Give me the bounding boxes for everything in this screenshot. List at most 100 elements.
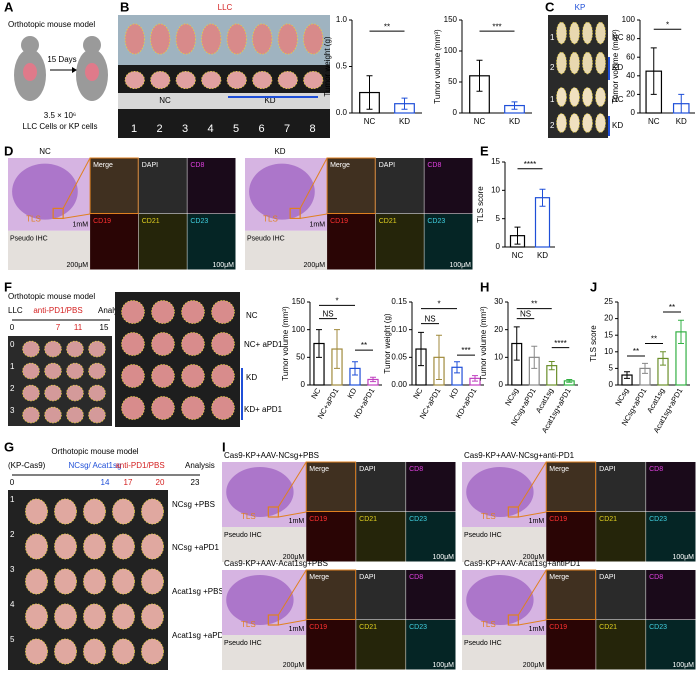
channel-label: CD8 [427,162,441,169]
error-bar [511,101,518,110]
y-tick-label: 50 [296,352,305,361]
tumor-photo [277,70,298,90]
y-tick-label: 10 [491,185,500,194]
fluorescence-image [187,158,236,214]
y-tick-label: 0.10 [391,325,407,334]
y-tick-label: 0 [496,242,501,251]
significance-label: * [437,300,440,309]
y-axis-label: Tumor volume (mm³) [433,29,442,104]
tumor-photo [181,364,205,388]
channel-label: Merge [309,466,329,473]
tls-box [267,506,279,518]
panel-letter: J [590,279,597,294]
tumor-photo [22,384,40,402]
fluorescence-image [356,512,406,562]
tissue [466,467,534,517]
label: 2 [550,63,555,72]
tumor-photo [211,396,235,420]
scale-label: 200μM [283,554,305,561]
y-tick-label: 0.0 [336,108,348,117]
tumor-photo [54,533,77,560]
condition-label: Cas9-KP+AAV-NCsg+PBS [224,451,319,460]
fluorescence-image [596,570,646,620]
channel-label: DAPI [599,466,615,473]
mouse-illustration [14,36,108,101]
tumor-photo [88,340,106,358]
tumor-photo [83,638,106,665]
fluorescence-image [326,157,376,214]
label: 15 Days [47,55,76,64]
y-tick-label: 10 [604,347,613,356]
y-axis-label: Tumor volume (mm³) [479,306,488,381]
tumor-photo [556,21,567,45]
y-axis-label: Tumor volume (mm³) [611,29,620,104]
label: Orthotopic mouse model [51,447,138,456]
fluorescence-image [305,569,357,620]
channel-label: CD8 [190,162,204,169]
y-tick-label: 80 [626,34,635,43]
label: 2 [10,384,15,393]
scale-label: 1mM [73,222,89,229]
label: LLC [218,3,233,12]
y-tick-label: 0 [631,108,636,117]
channel-label: CD23 [649,516,667,523]
scale-label: 200μM [283,662,305,669]
significance-label: NS [424,315,435,324]
y-tick-label: 50 [448,77,457,86]
tumor-photo [175,70,196,90]
tumor-photo [124,23,145,55]
error-bar [539,188,546,207]
tumor-photo [141,638,164,665]
tumor-photo [121,300,145,324]
panel-letter: E [480,143,489,158]
y-tick-label: 20 [604,314,613,323]
significance-label: ** [361,341,367,350]
error-bar [454,361,460,374]
panel-letter: A [4,0,14,14]
fluorescence-image [138,158,187,214]
fluorescence-image [187,214,236,270]
label: NC [612,33,624,42]
ihc-image [245,230,328,270]
error-bar [436,334,442,380]
tumor-photo [582,87,593,107]
x-tick-label: KD [447,386,460,400]
channel-label: CD19 [549,624,567,631]
photo [118,93,330,109]
tumor-photo [66,340,84,358]
channel-label: CD23 [649,624,667,631]
channel-label: CD23 [409,516,427,523]
tumor-photo [569,21,580,45]
channel-label: CD8 [649,466,663,473]
y-tick-label: 30 [494,297,503,306]
zoom-line [517,569,547,616]
y-tick-label: 100 [622,15,636,24]
label: Orthotopic mouse model [8,20,95,29]
y-tick-label: 150 [444,15,458,24]
x-tick-label: NCsg [503,386,520,407]
error-bar [401,97,408,110]
tumor-photo [25,568,48,595]
channel-label: CD21 [379,218,397,225]
error-bar [566,378,573,383]
label: 1 [10,362,15,371]
channel-label: Merge [93,162,113,169]
channel-label: CD23 [409,624,427,631]
panel-letter: F [4,279,12,294]
label: 5 [10,635,15,644]
tumor-photo [181,396,205,420]
label: Pseudo IHC [10,236,48,243]
channel-label: CD8 [409,466,423,473]
channel-label: DAPI [142,162,158,169]
tissue [466,575,534,625]
label: NC [612,95,624,104]
tumor-photo [22,362,40,380]
fluorescence-image [424,158,473,214]
label: anti-PD1/PBS [115,461,164,470]
channel-label: CD19 [549,516,567,523]
channel-label: DAPI [599,574,615,581]
tls-box [289,207,301,219]
tumor-photo [582,51,593,75]
condition-label: Cas9-KP+AAV-Acat1sg+antiPD1 [464,559,581,568]
channel-label: CD19 [93,218,111,225]
